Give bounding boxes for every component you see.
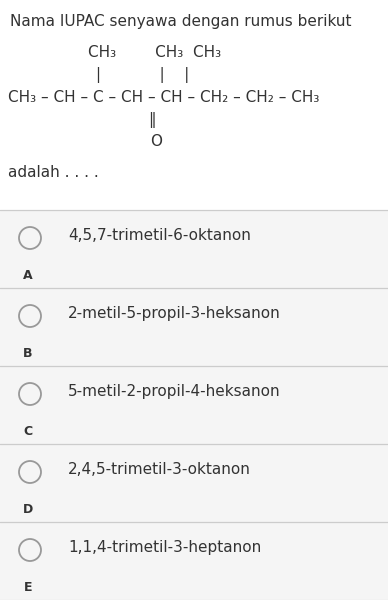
Text: CH₃        CH₃  CH₃: CH₃ CH₃ CH₃	[88, 45, 221, 60]
Text: 4,5,7-trimetil-6-oktanon: 4,5,7-trimetil-6-oktanon	[68, 228, 251, 243]
Text: 5-metil-2-propil-4-heksanon: 5-metil-2-propil-4-heksanon	[68, 384, 281, 399]
Text: D: D	[23, 503, 33, 516]
Text: adalah . . . .: adalah . . . .	[8, 165, 99, 180]
Text: 2,4,5-trimetil-3-oktanon: 2,4,5-trimetil-3-oktanon	[68, 462, 251, 477]
Text: B: B	[23, 347, 33, 360]
Text: E: E	[24, 581, 32, 594]
FancyBboxPatch shape	[0, 444, 388, 522]
Text: Nama IUPAC senyawa dengan rumus berikut: Nama IUPAC senyawa dengan rumus berikut	[10, 14, 352, 29]
Text: 2-metil-5-propil-3-heksanon: 2-metil-5-propil-3-heksanon	[68, 306, 281, 321]
FancyBboxPatch shape	[0, 288, 388, 366]
Text: |            |    |: | | |	[96, 67, 189, 83]
Text: C: C	[23, 425, 33, 438]
Text: 1,1,4-trimetil-3-heptanon: 1,1,4-trimetil-3-heptanon	[68, 540, 261, 555]
Text: A: A	[23, 269, 33, 282]
Text: ‖: ‖	[148, 112, 156, 128]
FancyBboxPatch shape	[0, 210, 388, 288]
FancyBboxPatch shape	[0, 366, 388, 444]
Text: O: O	[150, 134, 162, 149]
Text: CH₃ – CH – C – CH – CH – CH₂ – CH₂ – CH₃: CH₃ – CH – C – CH – CH – CH₂ – CH₂ – CH₃	[8, 90, 319, 105]
FancyBboxPatch shape	[0, 522, 388, 600]
